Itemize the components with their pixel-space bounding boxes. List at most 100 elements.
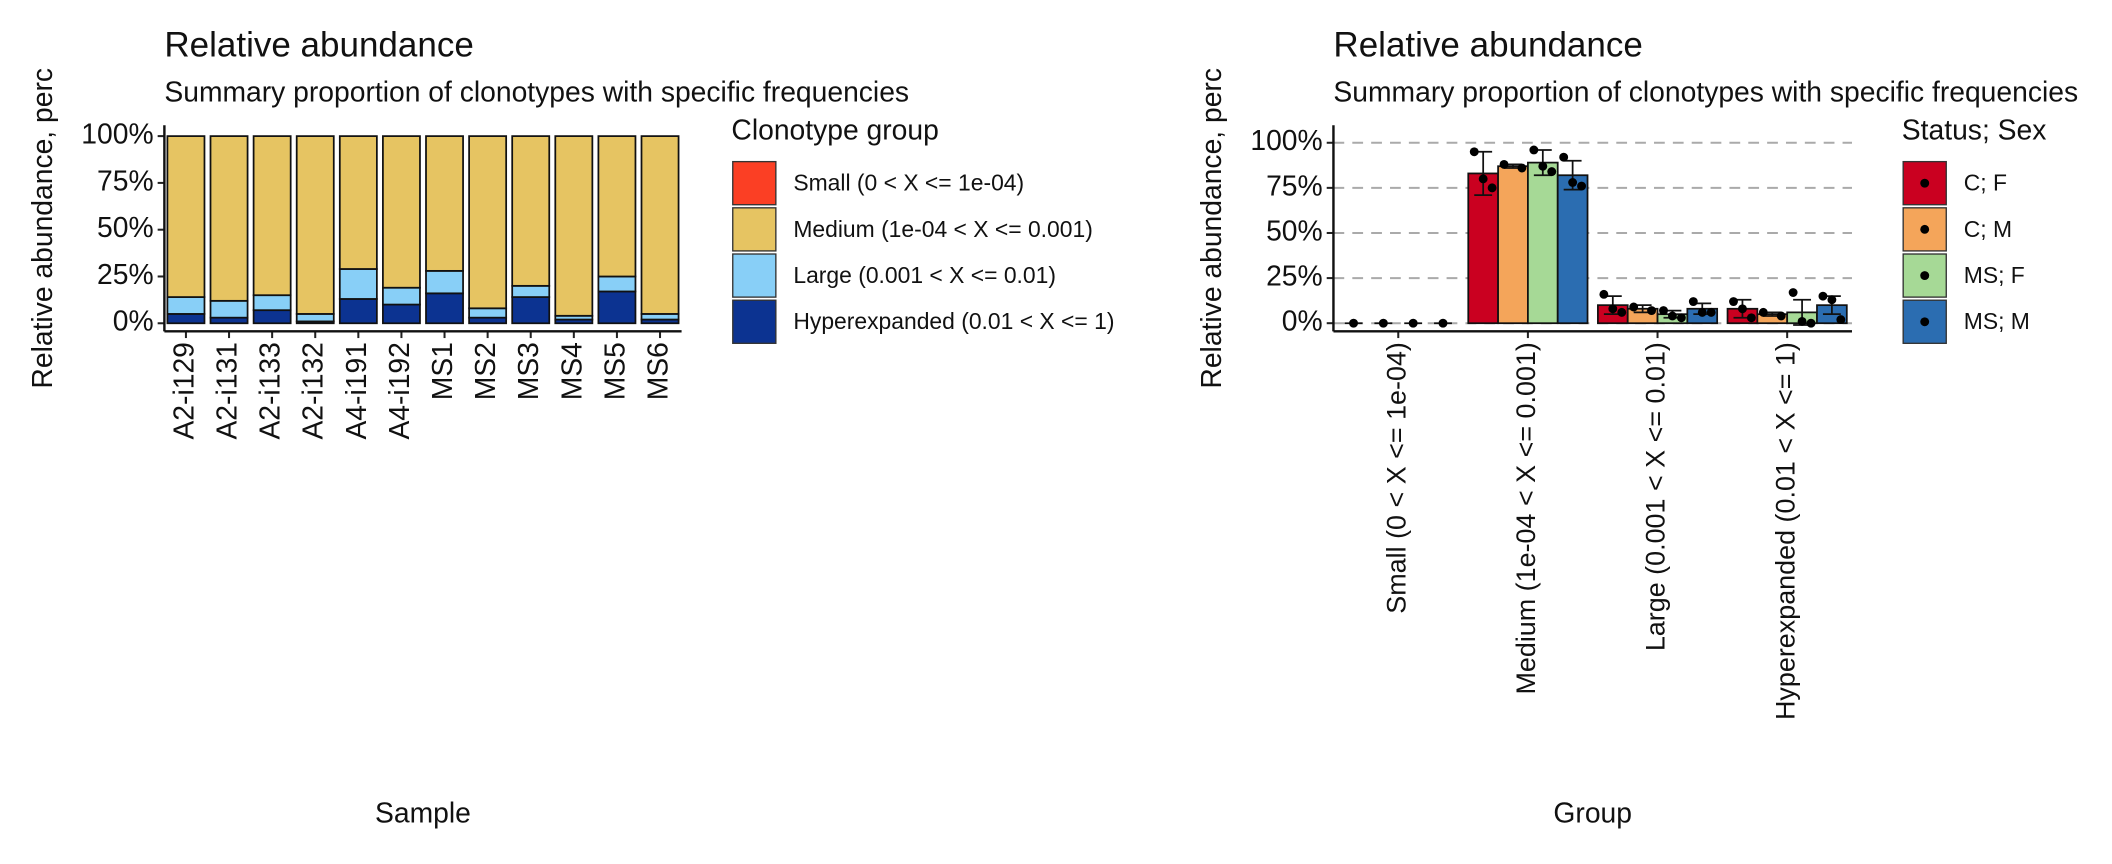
bar-segment	[382, 286, 421, 306]
data-point	[1378, 318, 1388, 328]
data-point	[1697, 307, 1707, 317]
legend-key	[1902, 299, 1947, 344]
x-tick-label: MS2	[469, 342, 501, 400]
data-point	[1469, 147, 1479, 157]
x-tick-label: Medium (1e-04 < X <= 0.001)	[1511, 342, 1541, 694]
x-axis-label: Sample	[375, 796, 471, 828]
y-tick-label: 0%	[113, 305, 154, 337]
bar-segment	[295, 313, 335, 323]
chart-subtitle: Summary proportion of clonotypes with sp…	[164, 76, 909, 108]
legend-key-point	[1920, 224, 1930, 234]
bar-segment	[640, 135, 680, 315]
bar-segment	[166, 313, 206, 325]
data-point	[1438, 318, 1448, 328]
legend-key	[732, 160, 777, 206]
bar-segment	[252, 309, 292, 325]
bar-segment	[425, 135, 464, 272]
data-point	[1629, 302, 1639, 312]
bar-segment	[425, 269, 464, 295]
y-tick-label: 75%	[97, 164, 154, 196]
data-point	[1608, 304, 1618, 314]
bar-segment	[338, 268, 378, 300]
bar-segment	[338, 135, 378, 270]
bar-segment	[209, 299, 249, 319]
data-point	[1538, 161, 1548, 171]
legend-label: Hyperexpanded (0.01 < X <= 1)	[793, 308, 1114, 334]
x-tick-label: MS5	[598, 342, 630, 400]
x-tick-label: MS6	[641, 342, 673, 400]
legend-key	[732, 299, 777, 344]
bar-segment	[252, 294, 292, 312]
bar-segment	[382, 135, 421, 289]
bar	[1527, 161, 1559, 325]
data-point	[1529, 145, 1539, 155]
legend-label: Large (0.001 < X <= 0.01)	[793, 262, 1056, 288]
bar-segment	[166, 135, 206, 298]
data-point	[1478, 174, 1488, 184]
data-point	[1568, 178, 1578, 187]
legend-key	[732, 207, 777, 252]
y-axis-label: Relative abundance, perc	[26, 68, 58, 389]
data-point	[1499, 159, 1509, 169]
data-point	[1559, 152, 1569, 162]
y-axis-label: Relative abundance, perc	[1195, 68, 1227, 389]
bar-segment	[295, 135, 335, 315]
bar-segment	[166, 296, 206, 315]
bar-segment	[597, 290, 637, 325]
data-point	[1788, 288, 1798, 297]
data-point	[1647, 306, 1657, 316]
bar-segment	[597, 275, 637, 293]
data-point	[1818, 291, 1828, 301]
x-tick-label: A2-i129	[167, 342, 199, 439]
x-tick-label: A2-i132	[297, 342, 329, 439]
legend-label: MS; M	[1964, 308, 2030, 334]
legend-key-point	[1920, 271, 1930, 281]
y-tick-label: 50%	[1266, 214, 1323, 246]
y-tick-label: 100%	[81, 118, 153, 150]
bar-segment	[468, 135, 508, 310]
legend-label: C; M	[1964, 216, 2012, 242]
bar-segment	[209, 135, 249, 302]
legend-key-point	[1920, 317, 1930, 327]
data-point	[1487, 183, 1497, 193]
chart-title: Relative abundance	[1333, 25, 1642, 64]
y-tick-label: 25%	[1266, 260, 1323, 292]
legend-label: C; F	[1964, 170, 2007, 196]
x-tick-label: A2-i131	[211, 342, 243, 439]
data-point	[1349, 318, 1358, 328]
legend-key	[732, 253, 777, 298]
bar-segment	[511, 135, 551, 287]
data-point	[1836, 315, 1846, 325]
data-point	[1599, 289, 1609, 299]
legend-title: Status; Sex	[1902, 113, 2047, 145]
legend-label: Medium (1e-04 < X <= 0.001)	[793, 216, 1092, 242]
bar-segment	[511, 296, 551, 325]
chart-title: Relative abundance	[164, 25, 473, 64]
bar-segment	[554, 135, 594, 317]
legend-title: Clonotype group	[731, 113, 938, 145]
bar-segment	[597, 135, 637, 278]
legend-key-point	[1920, 178, 1930, 188]
data-point	[1517, 163, 1527, 173]
y-tick-label: 25%	[97, 258, 154, 290]
data-point	[1797, 316, 1807, 326]
bar	[1556, 174, 1589, 325]
x-tick-label: A4-i192	[383, 342, 415, 439]
data-point	[1688, 297, 1698, 306]
data-point	[1806, 318, 1816, 328]
bar-segment	[382, 303, 421, 325]
data-point	[1706, 307, 1716, 317]
legend-label: MS; F	[1964, 262, 2025, 288]
data-point	[1408, 318, 1418, 328]
x-tick-label: MS3	[512, 342, 544, 400]
x-axis-label: Group	[1553, 796, 1632, 828]
x-tick-label: MS4	[555, 342, 587, 400]
bar-segment	[425, 292, 464, 325]
data-point	[1667, 311, 1677, 321]
x-tick-label: A4-i191	[340, 342, 372, 439]
bar-segment	[468, 307, 508, 319]
y-tick-label: 50%	[97, 211, 154, 243]
x-tick-label: Large (0.001 < X <= 0.01)	[1641, 342, 1671, 651]
